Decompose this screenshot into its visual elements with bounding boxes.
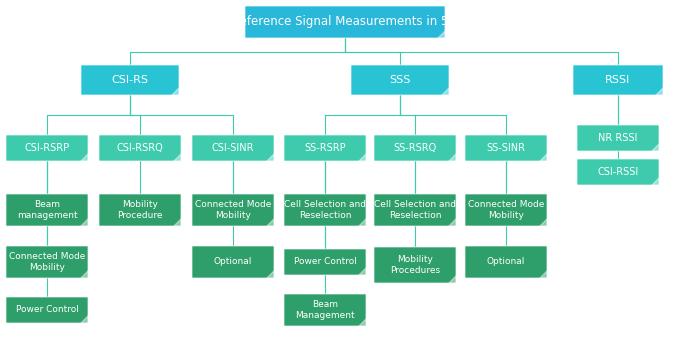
Polygon shape — [173, 218, 181, 226]
Polygon shape — [651, 177, 659, 185]
Text: RSSI: RSSI — [605, 75, 631, 85]
Text: Connected Mode
Mobility: Connected Mode Mobility — [9, 252, 85, 272]
FancyBboxPatch shape — [465, 194, 547, 226]
Text: Power Control: Power Control — [293, 258, 357, 267]
Polygon shape — [655, 87, 663, 95]
FancyBboxPatch shape — [284, 194, 366, 226]
FancyBboxPatch shape — [577, 125, 659, 151]
FancyBboxPatch shape — [192, 246, 274, 278]
Polygon shape — [539, 153, 547, 161]
Text: Mobility
Procedure: Mobility Procedure — [117, 200, 163, 220]
Polygon shape — [171, 87, 179, 95]
Text: Power Control: Power Control — [16, 305, 79, 314]
FancyBboxPatch shape — [284, 135, 366, 161]
Polygon shape — [539, 270, 547, 278]
FancyBboxPatch shape — [284, 249, 366, 275]
FancyBboxPatch shape — [351, 65, 449, 95]
Polygon shape — [358, 153, 366, 161]
Polygon shape — [80, 153, 88, 161]
Text: SSS: SSS — [389, 75, 411, 85]
Text: Cell Selection and
Reselection: Cell Selection and Reselection — [374, 200, 456, 220]
FancyBboxPatch shape — [6, 135, 88, 161]
FancyBboxPatch shape — [81, 65, 179, 95]
Text: SS-RSRQ: SS-RSRQ — [393, 143, 437, 153]
FancyBboxPatch shape — [6, 194, 88, 226]
Polygon shape — [80, 315, 88, 323]
Polygon shape — [358, 318, 366, 326]
FancyBboxPatch shape — [99, 135, 181, 161]
Polygon shape — [266, 218, 274, 226]
Text: SS-SINR: SS-SINR — [486, 143, 526, 153]
Polygon shape — [266, 270, 274, 278]
FancyBboxPatch shape — [374, 135, 456, 161]
FancyBboxPatch shape — [245, 6, 445, 38]
Polygon shape — [651, 143, 659, 151]
FancyBboxPatch shape — [284, 294, 366, 326]
Polygon shape — [539, 218, 547, 226]
Text: NR RSSI: NR RSSI — [598, 133, 638, 143]
Text: Mobility
Procedures: Mobility Procedures — [390, 255, 440, 275]
FancyBboxPatch shape — [577, 159, 659, 185]
Polygon shape — [448, 153, 456, 161]
Text: Optional: Optional — [487, 258, 525, 267]
Text: Connected Mode
Mobility: Connected Mode Mobility — [468, 200, 544, 220]
FancyBboxPatch shape — [192, 194, 274, 226]
FancyBboxPatch shape — [6, 246, 88, 278]
FancyBboxPatch shape — [465, 246, 547, 278]
Text: Cell Selection and
Reselection: Cell Selection and Reselection — [284, 200, 366, 220]
Text: Optional: Optional — [214, 258, 252, 267]
Polygon shape — [173, 153, 181, 161]
FancyBboxPatch shape — [465, 135, 547, 161]
Polygon shape — [448, 275, 456, 283]
Polygon shape — [437, 30, 445, 38]
Text: SS-RSRP: SS-RSRP — [304, 143, 346, 153]
Text: Reference Signal Measurements in 5G: Reference Signal Measurements in 5G — [233, 15, 457, 29]
Polygon shape — [448, 218, 456, 226]
Text: CSI-RSSI: CSI-RSSI — [598, 167, 639, 177]
FancyBboxPatch shape — [374, 194, 456, 226]
Text: Connected Mode
Mobility: Connected Mode Mobility — [195, 200, 271, 220]
Text: CSI-RSRP: CSI-RSRP — [24, 143, 70, 153]
Text: CSI-SINR: CSI-SINR — [212, 143, 254, 153]
Polygon shape — [358, 267, 366, 275]
Polygon shape — [80, 270, 88, 278]
FancyBboxPatch shape — [99, 194, 181, 226]
Text: CSI-RSRQ: CSI-RSRQ — [117, 143, 164, 153]
Polygon shape — [441, 87, 449, 95]
Text: Beam
management: Beam management — [17, 200, 77, 220]
FancyBboxPatch shape — [573, 65, 663, 95]
FancyBboxPatch shape — [6, 297, 88, 323]
Polygon shape — [266, 153, 274, 161]
Polygon shape — [358, 218, 366, 226]
Text: CSI-RS: CSI-RS — [112, 75, 148, 85]
FancyBboxPatch shape — [374, 247, 456, 283]
FancyBboxPatch shape — [192, 135, 274, 161]
Text: Beam
Management: Beam Management — [295, 300, 355, 320]
Polygon shape — [80, 218, 88, 226]
